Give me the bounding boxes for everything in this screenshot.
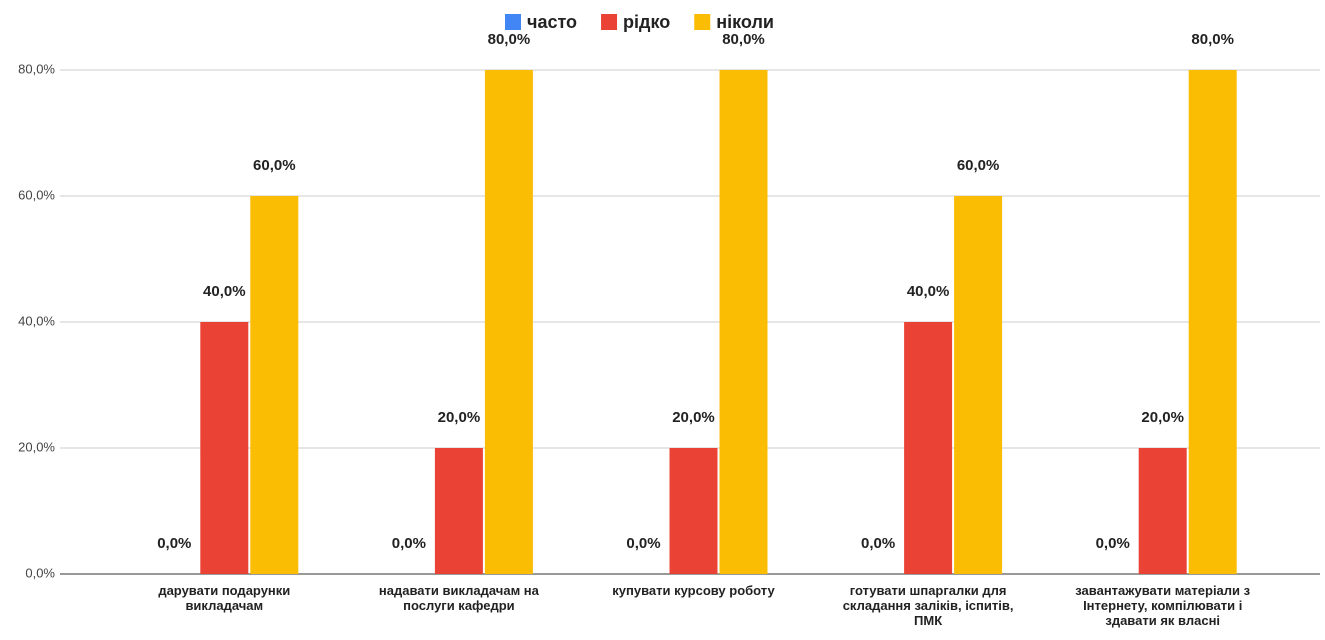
value-label: 0,0% [1096, 535, 1130, 552]
bar [200, 322, 249, 574]
value-label: 20,0% [672, 409, 715, 426]
value-label: 0,0% [861, 535, 895, 552]
x-tick-label: завантажувати матеріали з Інтернету, комп… [1075, 583, 1250, 628]
value-label: 80,0% [722, 31, 765, 48]
value-label: 0,0% [392, 535, 426, 552]
bar [669, 448, 718, 574]
legend-swatch [601, 14, 618, 30]
legend-swatch [694, 14, 711, 30]
value-label: 20,0% [438, 409, 481, 426]
value-label: 40,0% [203, 283, 246, 300]
value-label: 60,0% [957, 157, 1000, 174]
value-label: 80,0% [488, 31, 531, 48]
bar [1188, 70, 1237, 574]
y-tick-label: 20,0% [18, 439, 55, 454]
legend-label: рідко [623, 12, 670, 32]
x-tick-label: дарувати подарунки викладачам [158, 583, 290, 613]
bar [719, 70, 768, 574]
bar [250, 196, 299, 574]
y-tick-label: 40,0% [18, 313, 55, 328]
bar [434, 448, 483, 574]
bar [954, 196, 1003, 574]
bar [904, 322, 953, 574]
value-label: 0,0% [626, 535, 660, 552]
y-tick-label: 80,0% [18, 61, 55, 76]
x-tick-label: надавати викладачам на послуги кафедри [379, 583, 540, 613]
legend-label: часто [527, 12, 577, 32]
value-label: 0,0% [157, 535, 191, 552]
legend-label: ніколи [716, 12, 774, 32]
y-tick-label: 0,0% [25, 565, 55, 580]
value-label: 20,0% [1141, 409, 1184, 426]
value-label: 60,0% [253, 157, 296, 174]
x-tick-label: готувати шпаргалки для складання заліків,… [843, 583, 1014, 628]
bar [484, 70, 533, 574]
value-label: 40,0% [907, 283, 950, 300]
legend-swatch [505, 14, 521, 30]
x-tick-label: купувати курсову роботу [612, 583, 775, 598]
value-label: 80,0% [1191, 31, 1234, 48]
bar [1138, 448, 1187, 574]
y-tick-label: 60,0% [18, 187, 55, 202]
